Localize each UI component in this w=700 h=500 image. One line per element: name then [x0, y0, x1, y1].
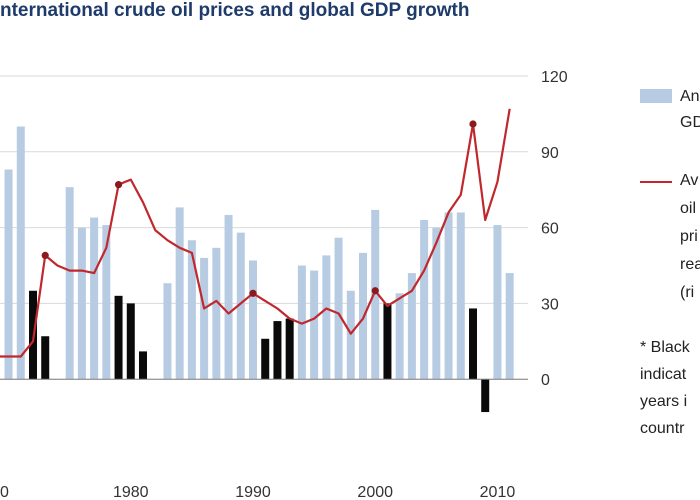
chart-title: nternational crude oil prices and global… [0, 0, 470, 21]
bar-gdp-growth [346, 290, 355, 380]
bar-gdp-growth [90, 217, 99, 380]
bar-gdp-growth [163, 283, 172, 380]
oil-price-marker [469, 120, 477, 128]
bar-gdp-growth [334, 237, 343, 380]
legend-label-oil-line-2: oil [680, 200, 697, 217]
bar-gdp-growth [322, 255, 331, 380]
bar-gdp-growth [371, 209, 380, 380]
bar-gdp-growth [310, 270, 319, 380]
oil-price-marker [249, 289, 257, 297]
bar-negative-growth-year [481, 379, 490, 413]
legend-swatch-oil-price [640, 181, 672, 183]
bar-gdp-growth [175, 207, 184, 380]
bar-negative-growth-year [139, 351, 147, 380]
oil-price-marker [41, 251, 49, 259]
footnote-line-2: indicat [640, 366, 687, 383]
y-tick-label: 30 [541, 296, 559, 313]
bar-gdp-growth [505, 273, 514, 380]
bar-gdp-growth [297, 265, 306, 380]
legend-label-oil-line-5: (ri [680, 284, 695, 301]
bar-gdp-growth [212, 247, 221, 380]
bar-negative-growth-year [41, 336, 50, 380]
bar-gdp-growth [200, 257, 209, 380]
legend-label-oil-line-4: rea [680, 256, 700, 273]
x-tick-label: 2000 [357, 484, 393, 500]
bar-gdp-growth [16, 126, 25, 380]
y-tick-label: 120 [541, 69, 568, 86]
oil-price-marker [371, 287, 379, 295]
bar-negative-growth-year [273, 321, 282, 380]
bar-negative-growth-year [126, 303, 135, 380]
bar-negative-growth-year [469, 308, 477, 380]
legend-label-oil-line-3: pri [680, 228, 698, 245]
footnote-line-1: * Black [640, 339, 690, 356]
bar-gdp-growth [102, 225, 111, 380]
bar-negative-growth-year [261, 338, 270, 380]
bar-gdp-growth [456, 212, 465, 380]
y-tick-label: 60 [541, 221, 559, 238]
bar-gdp-growth [420, 220, 429, 380]
bar-gdp-growth [65, 187, 74, 380]
bar-negative-growth-year [114, 295, 123, 380]
footnote-line-4: countr [640, 420, 685, 437]
legend-swatch-gdp [640, 89, 672, 103]
bar-gdp-growth [395, 293, 404, 380]
bar-gdp-growth [224, 214, 233, 380]
x-tick-label: 2010 [480, 484, 516, 500]
bar-gdp-growth [77, 227, 86, 380]
legend-label-gdp-line-2: GD [680, 114, 700, 131]
bar-negative-growth-year [383, 303, 392, 380]
bar-gdp-growth [4, 169, 13, 380]
x-tick-label: 1990 [235, 484, 271, 500]
y-tick-label: 90 [541, 145, 559, 162]
oil-price-marker [114, 181, 123, 189]
bar-gdp-growth [236, 232, 245, 380]
x-tick-label: 0 [0, 484, 9, 500]
footnote-line-3: years i [640, 393, 688, 410]
bar-gdp-growth [407, 273, 416, 380]
bar-gdp-growth [432, 227, 441, 380]
legend-label-gdp-line-1: An [680, 88, 700, 105]
x-tick-label: 1980 [113, 484, 149, 500]
bar-gdp-growth [493, 225, 502, 380]
legend-label-oil-line-1: Av [680, 172, 699, 189]
bar-gdp-growth [249, 260, 257, 380]
bar-negative-growth-year [285, 318, 294, 380]
bar-gdp-growth [444, 212, 453, 380]
y-tick-label: 0 [541, 372, 550, 389]
bar-gdp-growth [187, 240, 196, 380]
